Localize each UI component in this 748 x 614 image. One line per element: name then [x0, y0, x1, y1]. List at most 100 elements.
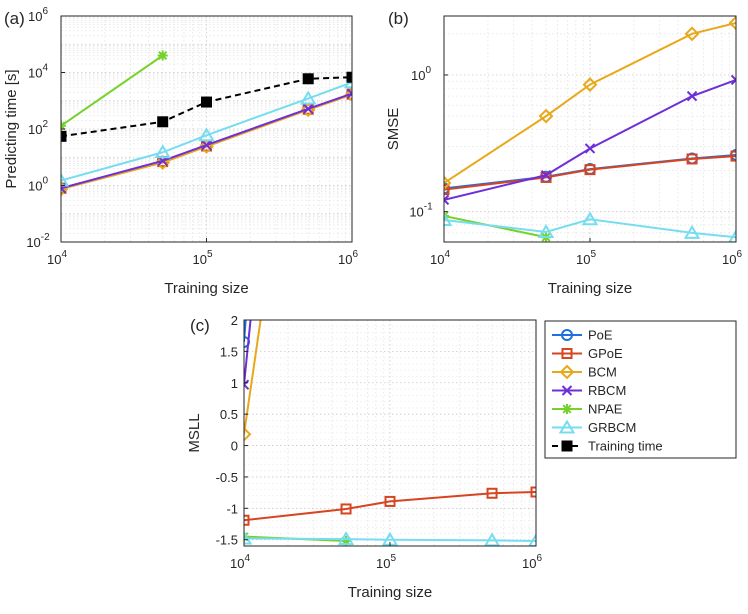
x-tick-label-exp: 4	[444, 249, 450, 260]
series-line-poe	[244, 320, 247, 343]
x-axis-label: Training size	[548, 280, 632, 297]
x-tick-label: 106	[338, 249, 358, 267]
legend-marker-gpoe	[561, 348, 573, 359]
point-gpoe	[730, 150, 736, 162]
series-group	[444, 16, 736, 242]
x-tick-label-exp: 6	[536, 553, 542, 564]
point-gpoe	[584, 164, 596, 176]
legend-marker-poe	[561, 329, 573, 341]
point-grbcm	[299, 90, 317, 105]
x-tick-label: 106	[722, 249, 742, 267]
x-tick-label: 104	[230, 553, 250, 571]
point-gpoe	[530, 486, 536, 498]
x-tick-label: 104	[47, 249, 67, 267]
legend-marker-bcm	[559, 364, 575, 380]
point-bcm	[582, 77, 598, 93]
y-tick-label-exp: 4	[42, 63, 48, 74]
point-rbcm	[346, 88, 352, 99]
point-bcm	[344, 87, 352, 103]
x-tick-label-exp: 5	[207, 249, 213, 260]
series-line-bcm	[444, 22, 736, 184]
y-tick-label: 10-1	[409, 202, 433, 220]
x-tick-label-exp: 6	[736, 249, 742, 260]
y-tick-label-exp: 0	[425, 65, 431, 76]
panel-a: 104 105 106 10-2 100 102 104 106 Training size Pr…	[3, 6, 358, 297]
point-gpoe	[540, 171, 552, 183]
series-line-npae	[61, 54, 164, 127]
point-bcm	[244, 426, 252, 442]
point-npae	[157, 50, 168, 61]
y-tick-label: 0.5	[220, 407, 238, 422]
y-tick-label-exp: 0	[42, 176, 48, 187]
point-grbcm	[337, 531, 355, 546]
point-grbcm	[154, 144, 171, 159]
point-rbcm	[201, 139, 212, 151]
x-tick-label: 104	[430, 249, 450, 267]
point-training-time	[61, 130, 67, 142]
panel-label: (c)	[190, 316, 210, 335]
point-grbcm	[728, 229, 736, 242]
y-tick-label: 106	[28, 6, 48, 24]
series-line-gpoe	[244, 491, 536, 522]
legend-label-npae: NPAE	[588, 402, 623, 417]
panel-b: 104 105 106 10-1 100 Training size SMSE (b)	[385, 9, 742, 297]
series-line-rbcm	[244, 320, 252, 385]
legend-label-training-time: Training time	[588, 439, 663, 454]
series-line-grbcm	[61, 81, 352, 182]
series-line-bcm	[244, 320, 262, 435]
legend-label-poe: PoE	[588, 328, 613, 343]
x-axis-label: Training size	[348, 584, 432, 601]
x-tick-label-exp: 5	[590, 249, 596, 260]
point-grbcm	[444, 211, 453, 226]
y-tick-label: 1	[231, 376, 238, 391]
y-tick-label: 100	[28, 176, 48, 194]
legend-label-gpoe: GPoE	[588, 346, 623, 361]
x-tick-label-exp: 6	[352, 249, 358, 260]
y-tick-label-exp: -1	[424, 202, 433, 213]
point-rbcm	[730, 74, 736, 86]
point-rbcm	[244, 379, 250, 390]
point-bcm	[684, 26, 700, 42]
point-grbcm	[683, 224, 701, 239]
point-bcm	[444, 175, 452, 191]
point-training-time	[346, 71, 352, 83]
x-tick-label-exp: 4	[61, 249, 67, 260]
series-line-grbcm	[444, 218, 736, 239]
y-tick-label: 10-2	[26, 232, 50, 250]
x-tick-label: 105	[376, 553, 396, 571]
point-bcm	[728, 16, 736, 31]
x-tick-label-exp: 4	[244, 553, 250, 564]
point-training-time	[157, 116, 169, 128]
y-tick-label: 104	[28, 63, 48, 81]
y-tick-label: 102	[28, 119, 48, 137]
point-grbcm	[537, 224, 555, 239]
legend: PoE GPoE BCM RBCM NPAE GRBCM Training time	[544, 320, 737, 459]
x-tick-label: 105	[576, 249, 596, 267]
point-gpoe	[686, 153, 698, 165]
panel-c: 104 105 106 -1.5 -1 -0.5 0 0.5 1 1.5 2 Training siz…	[186, 313, 542, 601]
point-rbcm	[686, 90, 698, 102]
series-line-grbcm	[244, 537, 536, 542]
point-rbcm	[444, 194, 450, 206]
legend-label-rbcm: RBCM	[588, 383, 626, 398]
point-training-time	[302, 73, 314, 85]
y-tick-label: -1.5	[216, 533, 238, 548]
y-tick-label: -1	[226, 501, 238, 516]
legend-marker-rbcm	[561, 385, 573, 396]
legend-marker-npae	[562, 404, 572, 414]
y-tick-label: 1.5	[220, 344, 238, 359]
point-grbcm	[484, 532, 501, 546]
point-gpoe	[486, 487, 498, 499]
y-tick-label-exp: 6	[42, 6, 48, 17]
panel-label: (b)	[388, 9, 409, 28]
point-npae	[341, 535, 352, 546]
legend-marker-grbcm	[558, 419, 576, 434]
x-tick-label: 106	[522, 553, 542, 571]
y-axis-label: MSLL	[186, 413, 203, 452]
series-group	[61, 50, 352, 197]
y-tick-label-exp: 2	[42, 119, 48, 130]
panel-label: (a)	[4, 9, 25, 28]
y-axis-label: Predicting time [s]	[3, 69, 20, 188]
point-grbcm	[198, 127, 215, 142]
